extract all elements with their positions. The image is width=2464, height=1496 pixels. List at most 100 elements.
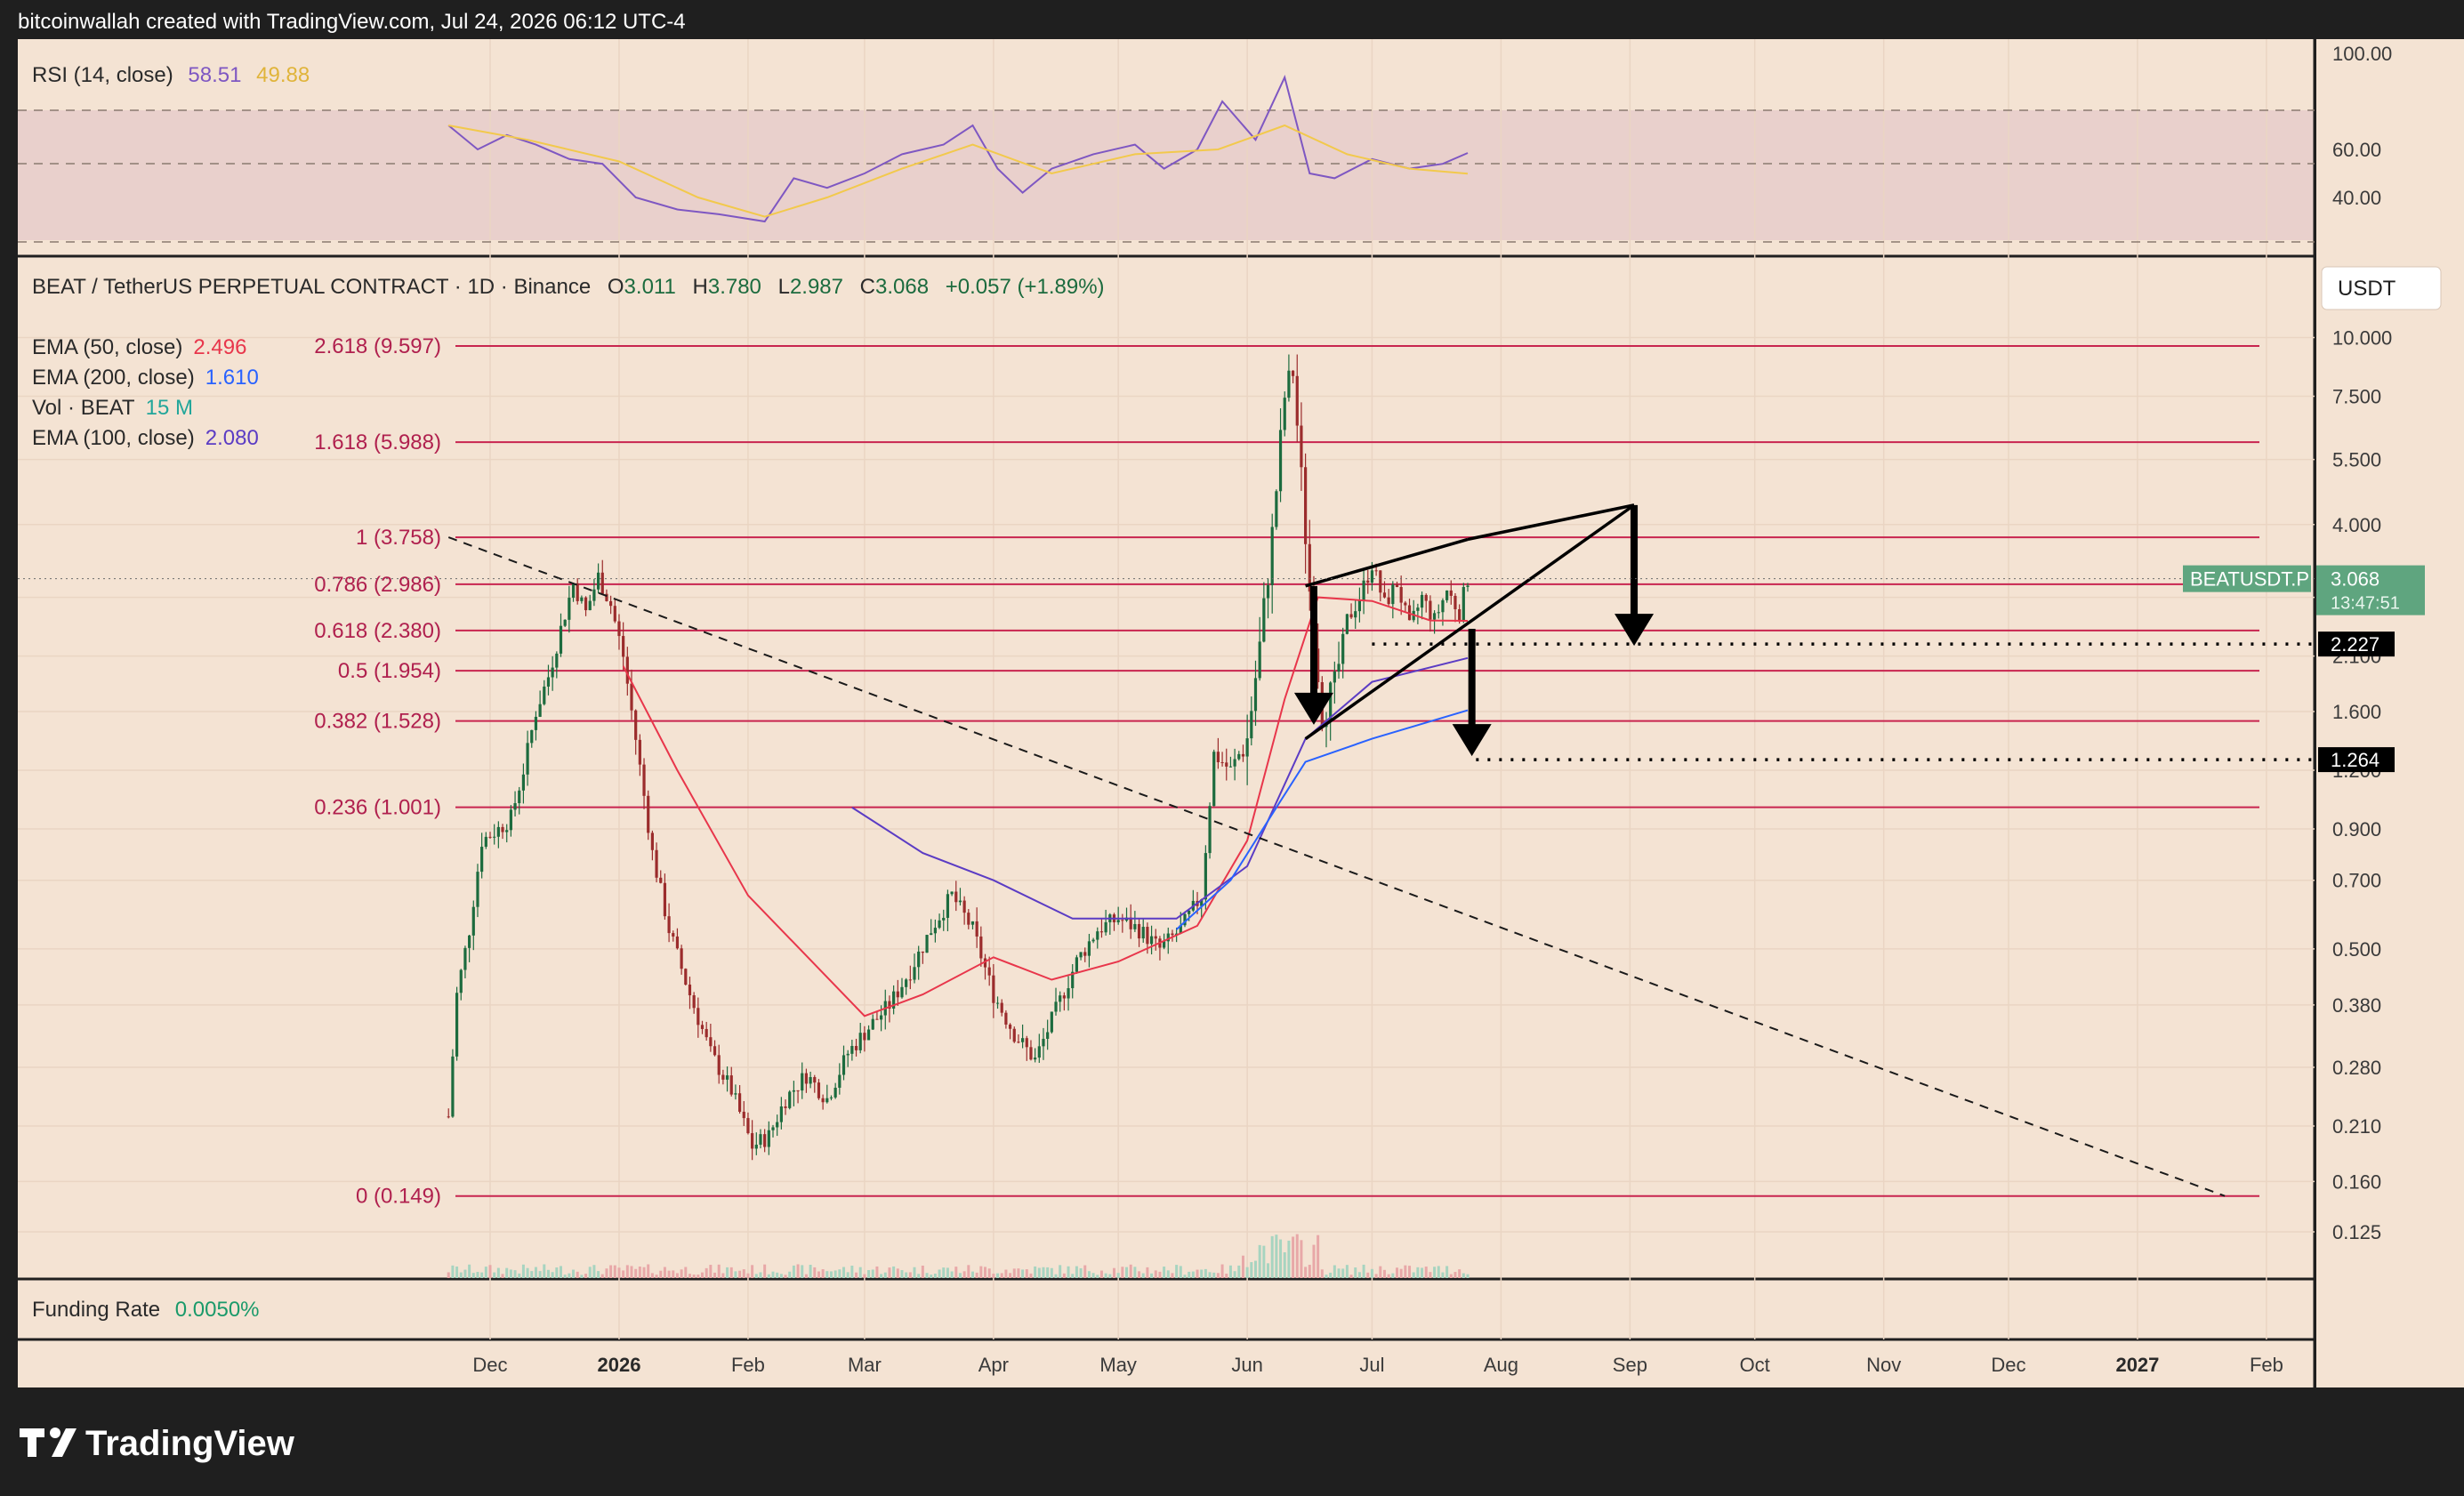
- candle-body: [746, 1118, 750, 1134]
- volume-bar: [1021, 1269, 1025, 1278]
- volume-bar: [717, 1264, 721, 1278]
- candle-body: [896, 991, 899, 998]
- candle-body: [1399, 587, 1403, 603]
- candle-body: [1266, 584, 1270, 599]
- candle-body: [846, 1053, 850, 1056]
- candle-body: [1300, 425, 1303, 468]
- volume-bar: [521, 1264, 525, 1278]
- candle-body: [496, 826, 500, 837]
- candle-body: [866, 1029, 871, 1041]
- volume-bar: [1453, 1272, 1457, 1278]
- time-tick-11: Nov: [1866, 1354, 1901, 1376]
- candle-body: [1183, 913, 1187, 926]
- indicator-value-2: 15 M: [146, 396, 193, 420]
- volume-bar: [496, 1267, 500, 1278]
- candle-body: [838, 1074, 841, 1088]
- candle-body: [1141, 927, 1145, 939]
- candle-body: [1395, 584, 1399, 588]
- candle-body: [792, 1090, 795, 1092]
- candle-body: [1295, 375, 1299, 426]
- rsi-legend[interactable]: RSI (14, close) 58.51 49.88: [32, 63, 310, 87]
- price-tick-12: 0.280: [2332, 1057, 2381, 1079]
- volume-bar: [801, 1265, 804, 1278]
- logo-slash-icon: [52, 1428, 76, 1457]
- candle-body: [905, 979, 908, 987]
- candle-body: [1054, 1001, 1058, 1012]
- volume-bar: [1279, 1239, 1283, 1278]
- currency-button-label[interactable]: USDT: [2338, 277, 2396, 301]
- volume-bar: [647, 1264, 650, 1278]
- candle-body: [987, 967, 991, 976]
- candle-body: [622, 636, 625, 657]
- price-axis[interactable]: 10.0007.5005.5004.0002.8002.1001.6001.20…: [18, 327, 2425, 1244]
- volume-bar: [1175, 1265, 1179, 1278]
- volume-bar: [1308, 1265, 1311, 1278]
- volume-bar: [600, 1274, 604, 1278]
- candle-body: [771, 1127, 775, 1130]
- rsi-lines: [447, 75, 1469, 223]
- candle-body: [1079, 952, 1083, 958]
- candle-body: [1149, 936, 1154, 945]
- candle-body: [1154, 936, 1157, 939]
- candle-body: [1291, 370, 1295, 376]
- close-label: C: [860, 275, 875, 299]
- candle-body: [1208, 806, 1212, 854]
- volume-bar: [942, 1267, 946, 1278]
- volume-bar: [688, 1274, 691, 1278]
- fib-label-7: 0.236 (1.001): [314, 796, 441, 820]
- volume-bar: [534, 1267, 537, 1278]
- candle-body: [1083, 952, 1087, 956]
- currency-button[interactable]: [2321, 266, 2442, 310]
- candle-body: [767, 1130, 770, 1147]
- indicator-legend[interactable]: EMA (50, close) 2.496 EMA (200, close) 1.61…: [32, 335, 259, 450]
- volume-bar: [1404, 1265, 1407, 1278]
- volume-bar: [813, 1267, 817, 1278]
- target-label-bg-1: [2318, 747, 2395, 773]
- volume-bar: [1317, 1235, 1320, 1278]
- candle-body: [1216, 752, 1220, 763]
- candle-body: [1091, 939, 1095, 942]
- funding-legend[interactable]: Funding Rate 0.0050%: [32, 1298, 260, 1322]
- candle-body: [1329, 682, 1333, 721]
- open-label: O: [608, 275, 624, 299]
- price-tick-3: 4.000: [2332, 514, 2381, 536]
- volume-bar: [738, 1270, 742, 1278]
- volume-bar: [979, 1266, 983, 1278]
- volume-bar: [1292, 1236, 1295, 1278]
- price-tick-6: 1.600: [2332, 701, 2381, 723]
- price-badge: [2316, 565, 2425, 615]
- change-value: +0.057 (+1.89%): [946, 275, 1105, 299]
- time-tick-7: Jul: [1359, 1354, 1384, 1376]
- candle-body: [763, 1134, 767, 1147]
- volume-bar: [776, 1272, 779, 1278]
- candle-body: [705, 1028, 708, 1038]
- indicator-legend-2: Vol · BEAT 15 M: [32, 396, 193, 420]
- volume-bar: [1382, 1269, 1386, 1278]
- volume-bar: [842, 1267, 846, 1278]
- volume-bar: [1050, 1267, 1053, 1278]
- volume-bar: [1241, 1255, 1244, 1278]
- indicator-value-0: 2.496: [193, 335, 246, 359]
- candle-body: [1046, 1032, 1050, 1039]
- candle-body: [543, 686, 546, 704]
- volume-bar: [1228, 1265, 1232, 1278]
- candle-body: [817, 1082, 821, 1098]
- low-label: L: [778, 275, 790, 299]
- drawings[interactable]: [447, 503, 2315, 1197]
- time-axis[interactable]: Dec 2026 Feb Mar Apr May Jun Jul Aug Sep Oct Nov Dec…: [472, 1354, 2283, 1376]
- volume-bar: [809, 1265, 812, 1278]
- candle-body: [725, 1075, 729, 1080]
- volume-bar: [867, 1269, 871, 1278]
- open-value: 3.011: [624, 275, 676, 299]
- candle-body: [1067, 988, 1070, 999]
- candle-body: [1424, 594, 1428, 601]
- volume-bar: [1253, 1260, 1257, 1278]
- indicator-legend-3: EMA (100, close) 2.080: [32, 426, 259, 450]
- candle-body: [1008, 1024, 1012, 1029]
- symbol-legend[interactable]: BEAT / TetherUS PERPETUAL CONTRACT · 1D …: [32, 275, 1105, 299]
- volume-bar: [1196, 1269, 1199, 1278]
- price-tick-0: 10.000: [2332, 327, 2392, 350]
- volume-bar: [1354, 1267, 1357, 1278]
- candle-body: [659, 877, 663, 883]
- candle-body: [1341, 633, 1345, 664]
